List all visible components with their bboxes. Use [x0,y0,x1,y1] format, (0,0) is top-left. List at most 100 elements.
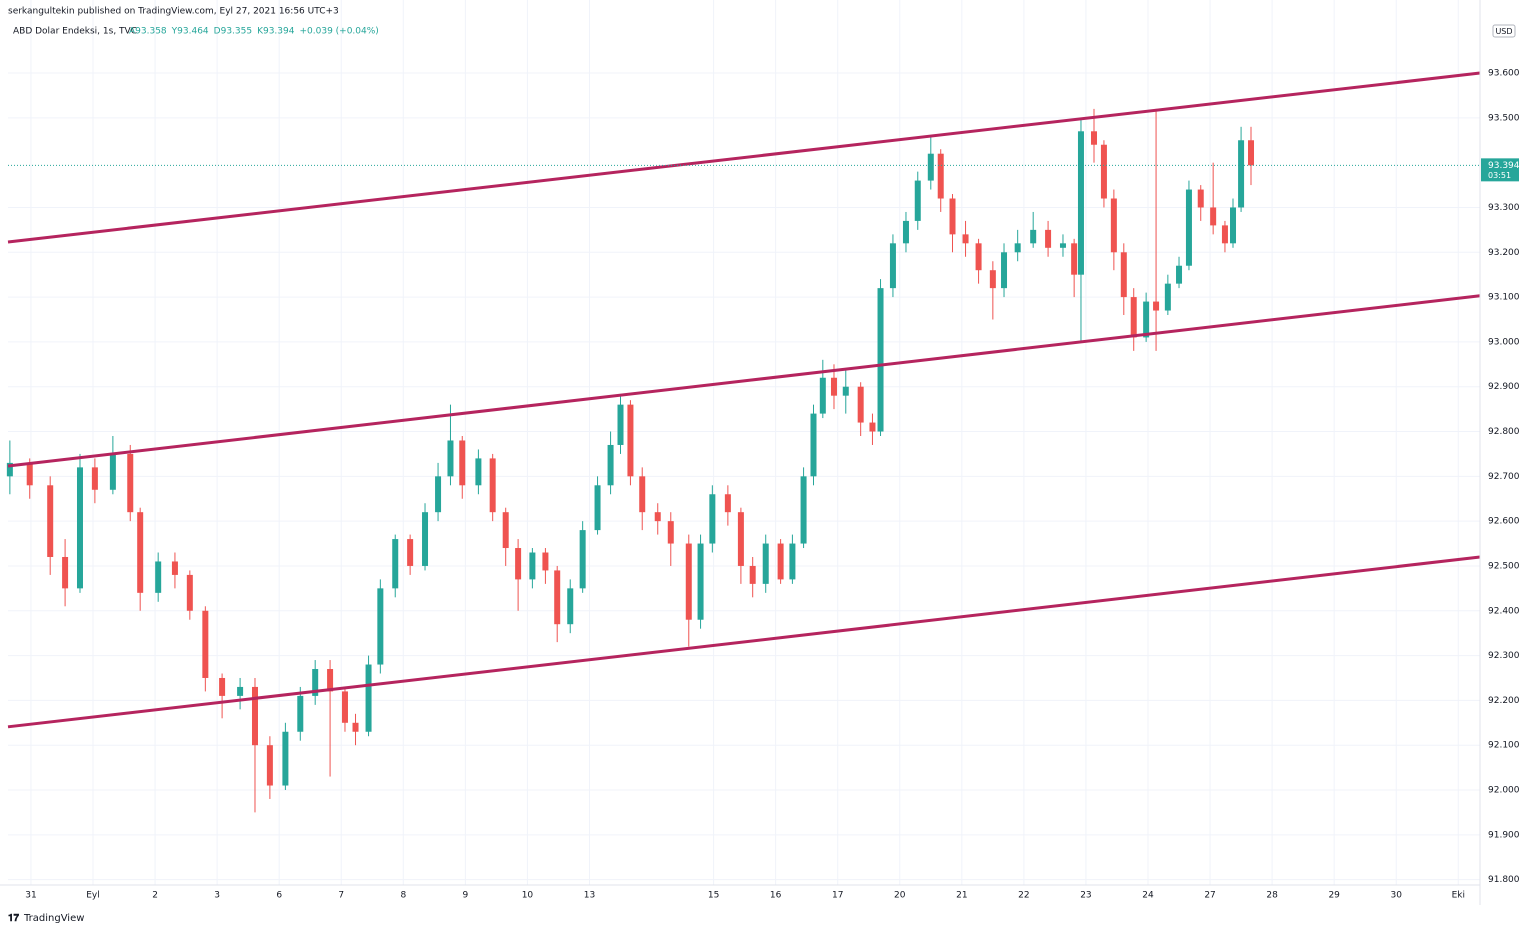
x-tick-label: 8 [400,891,406,901]
candle-body [327,669,334,692]
candle-body [579,530,586,589]
candle-body [1110,198,1117,253]
candle-body [607,444,614,486]
candle-body [1014,243,1021,253]
candle-body [515,548,522,580]
countdown-label: 03:51 [1488,171,1511,180]
x-tick-label: Eki [1452,891,1465,901]
x-tick-label: 9 [462,891,468,901]
candle-body [810,413,817,477]
candle-body [617,404,624,445]
candle-body [219,677,226,696]
candle-body [949,198,956,235]
currency: USD [1495,27,1512,36]
x-tick-label: 24 [1142,891,1154,901]
candle-body [819,377,826,414]
author-line: serkangultekin published on TradingView.… [8,7,339,17]
candle-body [777,543,784,580]
candle-body [392,539,399,589]
candle-body [1001,252,1008,289]
candle-body [62,556,69,589]
ohlc-legend: A93.358 Y93.464 D93.355 K93.394 +0.039 (+0.0… [129,27,379,37]
ohlc-value: Y93.464 [171,27,209,37]
candle-body [1100,144,1107,199]
candle-body [1030,229,1037,244]
x-tick-label: 6 [276,891,282,901]
candle-body [1045,229,1052,248]
candle-body [800,476,807,544]
candle-body [914,180,921,221]
candle-body [47,485,54,557]
y-tick-label: 93.000 [1488,337,1520,347]
candle-body [91,467,98,490]
x-tick-label: 27 [1204,891,1215,901]
y-tick-label: 92.600 [1488,517,1520,527]
candle-body [459,440,466,486]
candle-body [877,288,884,432]
candle-body [789,543,796,580]
candle-body [1248,140,1255,166]
candle-body [352,722,359,732]
y-tick-label: 92.000 [1488,786,1520,796]
candle-body [554,570,561,625]
brand: TradingView [23,913,84,924]
candle-body [155,561,162,593]
candle-body [186,574,193,611]
candle-body [927,153,934,181]
candle-body [889,243,896,289]
trend-line [7,555,1481,729]
candle-body [1120,252,1127,298]
y-tick-label: 92.400 [1488,606,1520,616]
candle-body [171,561,178,575]
x-tick-label: 2 [152,891,158,901]
candle-body [312,669,319,696]
candle-body [667,521,674,544]
trend-line [7,294,1481,468]
y-tick-label: 92.700 [1488,472,1520,482]
y-tick-label: 93.300 [1488,203,1520,213]
candle-body [975,243,982,271]
candle-body [447,440,454,477]
candle-body [685,543,692,620]
y-tick-label: 92.300 [1488,651,1520,661]
candle-body [567,588,574,625]
candle-body [202,610,209,678]
candle-body [475,458,482,486]
trend-line [7,71,1481,244]
candle-body [902,220,909,244]
marks [6,71,1481,813]
candle-body [737,512,744,566]
candle-body [237,686,244,696]
y-tick-label: 92.100 [1488,741,1520,751]
candle-body [26,462,33,486]
y-tick-label: 92.800 [1488,427,1520,437]
last-price-box [1481,158,1519,182]
candle-body [6,462,13,477]
candle-body [435,476,442,513]
y-tick-label: 93.600 [1488,69,1520,79]
candle-body [1130,297,1137,338]
candle-body [1153,301,1160,311]
x-tick-label: 29 [1328,891,1340,901]
x-tick-label: 20 [894,891,906,901]
candle-body [1238,140,1245,208]
candle-body [762,543,769,584]
candle-body [1091,131,1098,145]
candle-body [989,270,996,289]
y-tick-label: 93.100 [1488,293,1520,303]
candle-body [529,552,536,580]
candle-body [127,453,134,513]
y-tick-label: 91.900 [1488,830,1520,840]
candle-body [137,512,144,593]
y-tick-label: 92.500 [1488,561,1520,571]
x-tick-label: 15 [708,891,719,901]
x-tick-label: 16 [770,891,782,901]
candle-body [749,565,756,584]
y-tick-label: 92.900 [1488,382,1520,392]
candle-body [282,731,289,786]
x-tick-label: 23 [1080,891,1091,901]
candle-body [937,153,944,199]
candle-body [422,512,429,566]
